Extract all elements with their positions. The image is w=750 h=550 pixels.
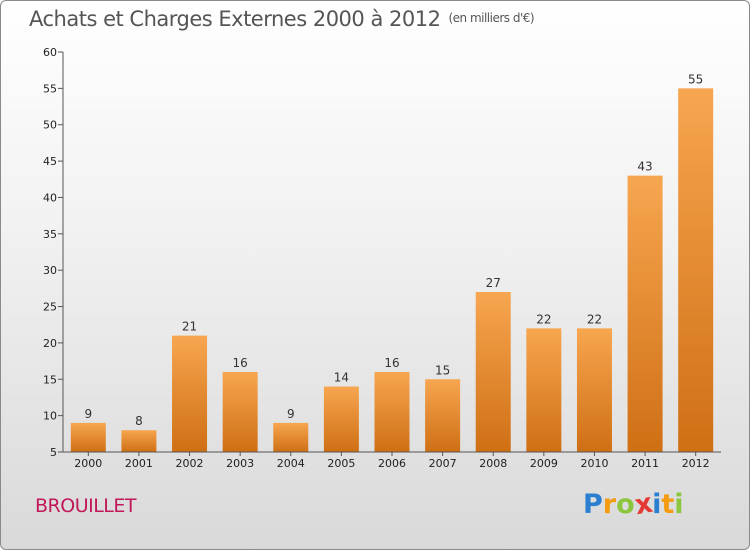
x-tick-label: 2003 bbox=[226, 457, 254, 470]
bar-2006 bbox=[374, 372, 410, 452]
x-tick-label: 2010 bbox=[580, 457, 608, 470]
bar-value-label: 15 bbox=[435, 363, 450, 377]
bar-value-label: 43 bbox=[637, 160, 652, 174]
x-tick-label: 2007 bbox=[429, 457, 457, 470]
bar-value-label: 8 bbox=[135, 414, 143, 428]
bar-value-label: 22 bbox=[536, 312, 551, 326]
bar-2011 bbox=[627, 175, 663, 453]
bar-value-label: 16 bbox=[384, 356, 399, 370]
x-tick-label: 2009 bbox=[530, 457, 558, 470]
bar-2002 bbox=[172, 335, 208, 452]
bar-value-label: 14 bbox=[334, 371, 349, 385]
bar-2007 bbox=[425, 379, 461, 452]
bar-value-label: 9 bbox=[84, 407, 92, 421]
proxiti-logo: Proxiti bbox=[583, 488, 684, 522]
bar-value-label: 22 bbox=[587, 312, 602, 326]
y-tick-label: 20 bbox=[43, 337, 57, 350]
logo-letter: i bbox=[674, 489, 684, 520]
logo-letter: t bbox=[661, 489, 675, 520]
x-tick-label: 2002 bbox=[176, 457, 204, 470]
bar-value-label: 16 bbox=[233, 356, 248, 370]
y-tick-label: 45 bbox=[43, 155, 57, 168]
bar-value-label: 55 bbox=[688, 72, 703, 86]
bar-2009 bbox=[526, 328, 562, 452]
y-tick-label: 5 bbox=[50, 446, 57, 459]
bar-2000 bbox=[70, 422, 106, 452]
x-tick-label: 2005 bbox=[327, 457, 355, 470]
commune-name: BROUILLET bbox=[35, 495, 136, 517]
chart-title: Achats et Charges Externes 2000 à 2012 (e… bbox=[29, 7, 535, 31]
logo-letter: i bbox=[652, 489, 662, 520]
bar-2012 bbox=[678, 88, 714, 452]
logo-letter: P bbox=[583, 489, 603, 520]
bar-value-label: 9 bbox=[287, 407, 295, 421]
bar-2003 bbox=[222, 372, 258, 452]
y-tick-label: 50 bbox=[43, 119, 57, 132]
bar-2008 bbox=[475, 292, 511, 452]
chart-unit: (en milliers d'€) bbox=[448, 11, 535, 25]
x-tick-label: 2001 bbox=[125, 457, 153, 470]
y-tick-label: 10 bbox=[43, 410, 57, 423]
y-tick-label: 30 bbox=[43, 264, 57, 277]
y-tick-label: 35 bbox=[43, 228, 57, 241]
bar-2004 bbox=[273, 422, 309, 452]
bar-value-label: 21 bbox=[182, 320, 197, 334]
bar-2010 bbox=[576, 328, 612, 452]
y-tick-label: 55 bbox=[43, 82, 57, 95]
x-tick-label: 2004 bbox=[277, 457, 305, 470]
x-tick-label: 2008 bbox=[479, 457, 507, 470]
logo-letter: r bbox=[602, 489, 617, 520]
bar-2005 bbox=[323, 386, 359, 452]
x-tick-label: 2012 bbox=[682, 457, 710, 470]
x-tick-label: 2006 bbox=[378, 457, 406, 470]
chart-title-text: Achats et Charges Externes 2000 à 2012 bbox=[29, 7, 441, 31]
logo-letter: o bbox=[616, 489, 635, 520]
bar-value-label: 27 bbox=[486, 276, 501, 290]
y-tick-label: 15 bbox=[43, 373, 57, 386]
y-tick-label: 25 bbox=[43, 301, 57, 314]
x-tick-label: 2000 bbox=[74, 457, 102, 470]
bar-2001 bbox=[121, 430, 157, 452]
y-tick-label: 60 bbox=[43, 46, 57, 59]
y-tick-label: 40 bbox=[43, 191, 57, 204]
x-tick-label: 2011 bbox=[631, 457, 659, 470]
